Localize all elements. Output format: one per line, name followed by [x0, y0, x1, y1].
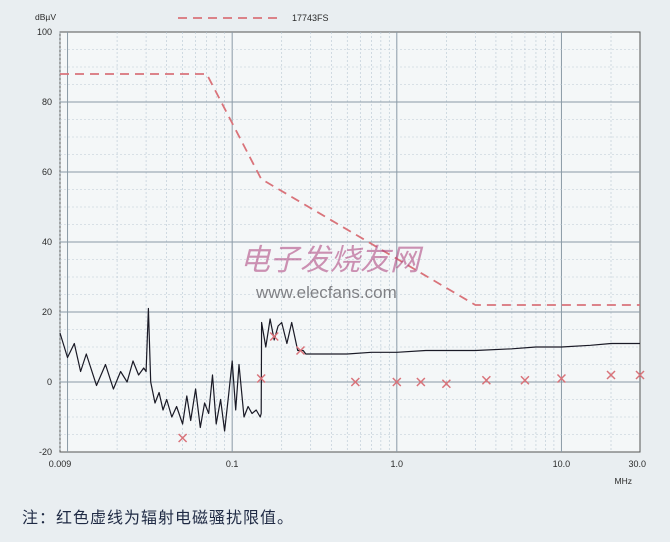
- caption-note: 注：红色虚线为辐射电磁骚扰限值。: [22, 508, 295, 527]
- x-tick-label: 30.0: [628, 459, 646, 469]
- grid-lines: [59, 32, 640, 452]
- y-axis-unit-label: dBµV: [35, 12, 56, 22]
- y-tick-label: 60: [42, 167, 52, 177]
- marker-series: [178, 331, 645, 443]
- x-axis-unit-label: MHz: [615, 476, 632, 486]
- y-tick-label: -20: [39, 447, 52, 457]
- watermark-cn: 电子发烧友网: [240, 243, 424, 278]
- measurement-marker: [520, 375, 530, 385]
- legend-label: 17743FS: [292, 13, 329, 23]
- measurement-marker: [606, 370, 616, 380]
- measurement-marker: [269, 331, 279, 342]
- measurement-marker: [635, 370, 645, 380]
- measurement-marker: [556, 373, 566, 384]
- watermark-en: www.elecfans.com: [255, 283, 397, 302]
- x-tick-label: 0.009: [49, 459, 72, 469]
- y-tick-label: 100: [37, 27, 52, 37]
- y-tick-label: 40: [42, 237, 52, 247]
- y-tick-label: 0: [47, 377, 52, 387]
- emission-trace: [59, 307, 640, 432]
- chart-svg: -20 0 20 40 60 80 100 0.009 0.1 1.0 10.0 30.0 dBµV MH…: [35, 12, 646, 486]
- measurement-marker: [481, 375, 491, 385]
- measurement-marker: [392, 377, 402, 387]
- measurement-marker: [416, 377, 426, 387]
- y-tick-label: 80: [42, 97, 52, 107]
- limit-line: [60, 73, 640, 306]
- y-tick-label: 20: [42, 307, 52, 317]
- measurement-marker: [295, 345, 306, 356]
- x-tick-label: 1.0: [391, 459, 404, 469]
- measurement-marker: [441, 379, 451, 389]
- measurement-marker: [178, 433, 188, 443]
- x-tick-label: 10.0: [553, 459, 571, 469]
- measurement-marker: [256, 373, 266, 384]
- x-tick-label: 0.1: [226, 459, 239, 469]
- measurement-marker: [350, 377, 360, 387]
